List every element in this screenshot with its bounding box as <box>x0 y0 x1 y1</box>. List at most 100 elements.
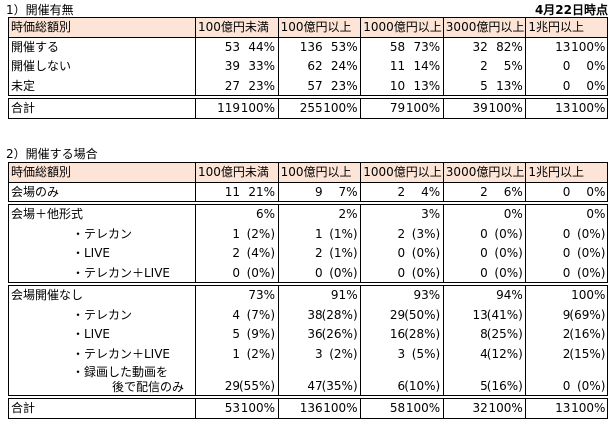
percent-cell: 73% <box>248 288 275 302</box>
count-cell: 38 <box>307 307 323 322</box>
count-cell: 0 <box>480 226 488 241</box>
column-border <box>277 162 279 183</box>
column-border <box>195 98 196 119</box>
percent-cell: (15%) <box>569 346 606 361</box>
column-border <box>360 162 362 183</box>
percent-cell: 4% <box>421 184 441 199</box>
count-cell: 39 <box>224 59 240 73</box>
percent-cell: 7% <box>338 184 358 199</box>
row-label: ・テレカン＋LIVE <box>72 265 171 280</box>
table-block <box>8 36 608 96</box>
count-cell: 136 <box>299 401 323 415</box>
column-border <box>525 398 527 419</box>
row-label: 開催する <box>11 39 60 54</box>
percent-cell: (2%) <box>246 226 275 241</box>
count-cell: 79 <box>389 101 406 115</box>
table-block <box>8 204 608 283</box>
row-label: ・録画した動画を <box>72 365 169 379</box>
count-cell: 29 <box>389 307 406 322</box>
column-border <box>277 398 279 419</box>
percent-cell: 23% <box>330 78 358 93</box>
column-border <box>442 204 444 283</box>
column-border <box>442 285 444 396</box>
count-cell: 9 <box>562 307 571 322</box>
percent-cell: 21% <box>248 184 275 199</box>
count-cell: 6 <box>397 378 406 393</box>
count-cell: 1 <box>314 226 323 241</box>
count-cell: 0 <box>562 184 571 199</box>
count-cell: 62 <box>307 59 323 73</box>
percent-cell: 94% <box>496 288 523 302</box>
row-label: 合計 <box>11 101 36 115</box>
percent-cell: (16%) <box>569 327 606 341</box>
column-border <box>195 285 196 396</box>
percent-cell: (0%) <box>494 246 523 260</box>
column-border <box>360 181 362 202</box>
percent-cell: (7%) <box>246 307 275 322</box>
count-cell: 119 <box>217 101 240 115</box>
percent-cell: 100% <box>488 401 523 415</box>
percent-cell: 44% <box>248 39 275 54</box>
percent-cell: (0%) <box>576 226 606 241</box>
count-cell: 2 <box>314 246 323 260</box>
percent-cell: 100% <box>571 39 606 54</box>
count-cell: 57 <box>307 78 323 93</box>
column-border <box>525 162 527 183</box>
count-cell: 53 <box>224 401 240 415</box>
header-cell: 1000億円以上 <box>363 165 442 179</box>
percent-cell: 100% <box>405 401 441 415</box>
percent-cell: (35%) <box>321 378 358 393</box>
row-label: 後で配信のみ <box>112 380 185 394</box>
percent-cell: (0%) <box>411 246 441 260</box>
percent-cell: 0% <box>586 78 606 93</box>
column-border <box>360 204 362 283</box>
count-cell: 29 <box>224 378 240 393</box>
count-cell: 11 <box>389 59 406 73</box>
table-block <box>8 181 608 202</box>
percent-cell: 100% <box>240 401 275 415</box>
percent-cell: (26%) <box>321 327 358 341</box>
column-border <box>525 36 527 96</box>
percent-cell: 0% <box>503 207 523 221</box>
header-cell: 1兆円以上 <box>528 165 585 179</box>
count-cell: 0 <box>397 246 406 260</box>
column-border <box>195 162 196 183</box>
count-cell: 5 <box>480 78 488 93</box>
column-border <box>525 285 527 396</box>
count-cell: 2 <box>480 184 488 199</box>
count-cell: 58 <box>389 401 406 415</box>
percent-cell: (0%) <box>246 265 275 280</box>
column-border <box>442 181 444 202</box>
row-label: ・テレカン <box>72 307 133 322</box>
percent-cell: 13% <box>496 78 523 93</box>
percent-cell: (1%) <box>329 226 358 241</box>
percent-cell: (16%) <box>486 378 523 393</box>
count-cell: 136 <box>299 39 323 54</box>
date-note: 4月22日時点 <box>534 3 608 17</box>
column-border <box>525 17 527 38</box>
row-label: ・LIVE <box>72 246 111 260</box>
column-border <box>195 398 196 419</box>
header-cell: 3000億円以上 <box>445 20 525 34</box>
percent-cell: (41%) <box>486 307 523 322</box>
percent-cell: (0%) <box>329 265 358 280</box>
count-cell: 0 <box>397 265 406 280</box>
column-border <box>195 181 196 202</box>
percent-cell: 100% <box>323 101 358 115</box>
count-cell: 4 <box>480 346 488 361</box>
column-border <box>277 285 279 396</box>
count-cell: 0 <box>562 78 571 93</box>
count-cell: 5 <box>480 378 488 393</box>
header-cell: 100億円未満 <box>198 20 269 34</box>
count-cell: 0 <box>562 59 571 73</box>
row-label: ・テレカン <box>72 226 133 241</box>
percent-cell: 0% <box>586 184 606 199</box>
row-label: 会場開催なし <box>11 288 84 302</box>
percent-cell: 100% <box>323 401 358 415</box>
count-cell: 13 <box>555 39 571 54</box>
percent-cell: 82% <box>496 39 523 54</box>
count-cell: 0 <box>562 265 571 280</box>
row-label: 合計 <box>11 401 36 415</box>
column-border <box>442 162 444 183</box>
percent-cell: (0%) <box>411 265 441 280</box>
